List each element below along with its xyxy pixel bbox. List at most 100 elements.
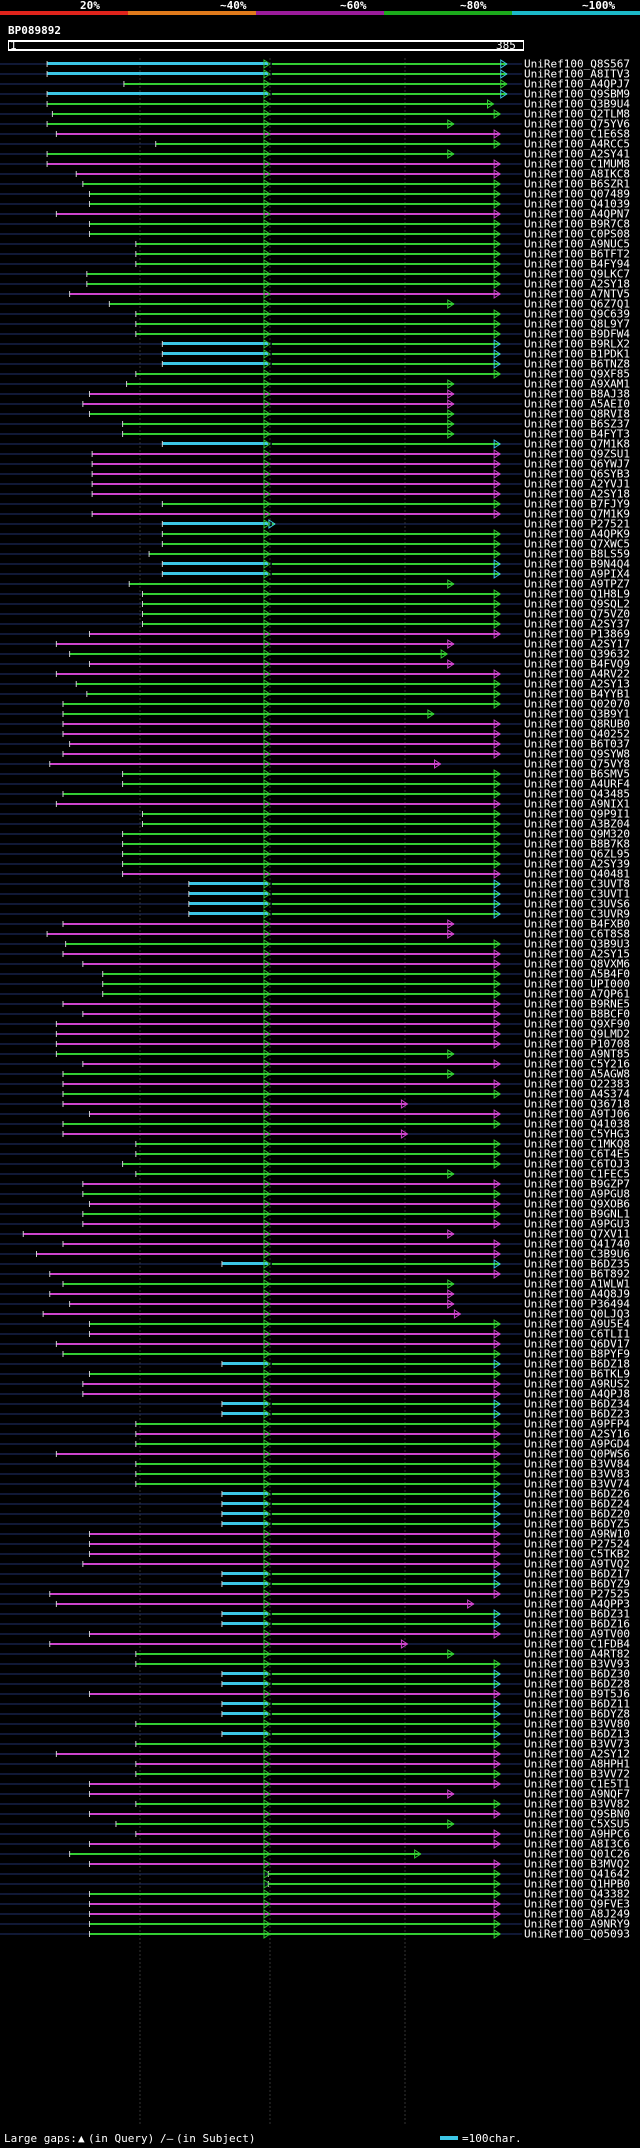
hit-mid-arrow <box>263 449 271 459</box>
hit-end-arrow <box>400 1129 409 1139</box>
hit-label: UniRef100_B6DZ17 <box>524 1568 630 1581</box>
hit-mid-arrow <box>263 539 271 549</box>
hit-mid-arrow <box>263 669 271 679</box>
hit-end-arrow <box>493 1379 502 1389</box>
hit-end-arrow <box>493 1549 502 1559</box>
hit-bar <box>89 663 454 665</box>
hit-bar <box>272 93 507 95</box>
hit-bar <box>56 1043 501 1045</box>
hit-label: UniRef100_Q6SYB3 <box>524 468 630 481</box>
hit-bar <box>272 1713 501 1715</box>
hit-row: UniRef100_C1MUM8 <box>0 158 630 171</box>
hit-mid-arrow <box>263 1559 271 1569</box>
hit-bar <box>56 803 501 805</box>
hit-label: UniRef100_A4QPK9 <box>524 528 630 541</box>
hit-bar <box>89 393 454 395</box>
hit-label: UniRef100_B6DZ23 <box>524 1408 630 1421</box>
hit-row: UniRef100_Q39632 <box>0 648 630 661</box>
hit-bar <box>56 1453 501 1455</box>
hit-row: UniRef100_Q75YV6 <box>0 118 630 131</box>
hit-mid-arrow <box>263 1859 271 1869</box>
hit-end-arrow <box>493 269 502 279</box>
hit-mid-arrow <box>263 1579 271 1589</box>
hit-row: UniRef100_A5B4F0 <box>0 968 630 981</box>
hit-mid-arrow <box>263 749 271 759</box>
hit-row: UniRef100_B6DYZ5 <box>0 1518 630 1531</box>
hit-bar <box>135 1483 501 1485</box>
hit-end-arrow <box>487 99 495 109</box>
hit-label: UniRef100_A2SY16 <box>524 1428 630 1441</box>
hit-row: UniRef100_A2SY18 <box>0 488 630 501</box>
hit-label: UniRef100_B4FY94 <box>524 258 630 271</box>
hit-end-arrow <box>447 419 455 429</box>
hit-row: UniRef100_P27524 <box>0 1538 630 1551</box>
hit-bar <box>86 273 501 275</box>
hit-mid-arrow <box>263 1019 271 1029</box>
hit-label: UniRef100_Q36718 <box>524 1098 630 1111</box>
hit-bar <box>49 1643 408 1645</box>
hit-label: UniRef100_A9TV00 <box>524 1628 630 1641</box>
hit-mid-arrow <box>263 799 271 809</box>
hit-bar <box>62 923 454 925</box>
hit-mid-arrow <box>263 989 271 999</box>
hit-row: UniRef100_Q8S567 <box>0 58 630 71</box>
hit-label: UniRef100_Q6YWJ7 <box>524 458 630 471</box>
hit-end-arrow <box>447 1649 455 1659</box>
hit-bar <box>82 1383 501 1385</box>
hit-end-arrow <box>493 1799 502 1809</box>
hit-end-arrow <box>493 1329 502 1339</box>
hit-bar <box>47 62 268 65</box>
hit-label: UniRef100_A9PFP4 <box>524 1418 630 1431</box>
hit-label: UniRef100_Q9SYW8 <box>524 748 630 761</box>
hit-mid-arrow <box>263 469 271 479</box>
hit-row: UniRef100_B8BCF0 <box>0 1008 630 1021</box>
hit-end-arrow <box>493 1439 502 1449</box>
hit-label: UniRef100_A9TPZ7 <box>524 578 630 591</box>
hit-label: UniRef100_Q6DV17 <box>524 1338 630 1351</box>
hit-label: UniRef100_C3B9U6 <box>524 1248 630 1261</box>
hit-row: UniRef100_B3VV74 <box>0 1478 630 1491</box>
hit-bar <box>62 1243 501 1245</box>
hit-mid-arrow <box>263 1109 271 1119</box>
hit-bar <box>56 1023 501 1025</box>
hit-bar <box>69 743 501 745</box>
hit-label: UniRef100_Q02070 <box>524 698 630 711</box>
hit-bar <box>62 1073 454 1075</box>
hit-row: UniRef100_P10708 <box>0 1038 630 1051</box>
hit-label: UniRef100_B6TKL9 <box>524 1368 630 1381</box>
hit-row: UniRef100_Q02070 <box>0 698 630 711</box>
scale-legend-label: =100char. <box>462 2132 522 2145</box>
hit-label: UniRef100_A9TVQ2 <box>524 1558 630 1571</box>
hit-mid-arrow <box>263 489 271 499</box>
hit-row: UniRef100_B3VV72 <box>0 1768 630 1781</box>
hit-row: UniRef100_Q36718 <box>0 1098 630 1111</box>
hit-mid-arrow <box>263 1329 271 1339</box>
hit-row: UniRef100_C6TOJ3 <box>0 1158 630 1171</box>
hit-bar <box>89 1113 501 1115</box>
hit-mid-arrow <box>263 1819 271 1829</box>
hit-label: UniRef100_A3BZ04 <box>524 818 630 831</box>
hit-end-arrow <box>493 509 502 519</box>
hit-row: UniRef100_A9TVQ2 <box>0 1558 630 1571</box>
hit-mid-arrow <box>263 1039 271 1049</box>
hit-label: UniRef100_UPI000 <box>524 978 630 991</box>
hit-bar <box>82 1563 501 1565</box>
hit-bar <box>221 1362 268 1365</box>
hit-label: UniRef100_Q01C26 <box>524 1848 630 1861</box>
hit-end-arrow <box>493 129 502 139</box>
hit-bar <box>49 1293 454 1295</box>
hit-row: UniRef100_B3VV93 <box>0 1658 630 1671</box>
hit-label: UniRef100_Q41740 <box>524 1238 630 1251</box>
hit-bar <box>272 903 501 905</box>
hit-label: UniRef100_B9GNL1 <box>524 1208 630 1221</box>
hit-row: UniRef100_Q7XV11 <box>0 1228 630 1241</box>
hit-end-arrow <box>493 1719 502 1729</box>
hit-row: UniRef100_B8LS59 <box>0 548 630 561</box>
hit-row: UniRef100_B9DFW4 <box>0 328 630 341</box>
hit-row: UniRef100_A9NIX1 <box>0 798 630 811</box>
hit-end-arrow <box>493 1859 502 1869</box>
hit-row: UniRef100_Q3B9U3 <box>0 938 630 951</box>
hit-row: UniRef100_B9GZP7 <box>0 1178 630 1191</box>
hit-label: UniRef100_A8J249 <box>524 1908 630 1921</box>
hit-label: UniRef100_B9RNE5 <box>524 998 630 1011</box>
